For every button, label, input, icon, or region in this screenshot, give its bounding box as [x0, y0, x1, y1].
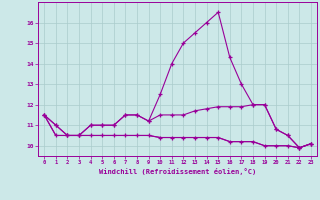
X-axis label: Windchill (Refroidissement éolien,°C): Windchill (Refroidissement éolien,°C) [99, 168, 256, 175]
